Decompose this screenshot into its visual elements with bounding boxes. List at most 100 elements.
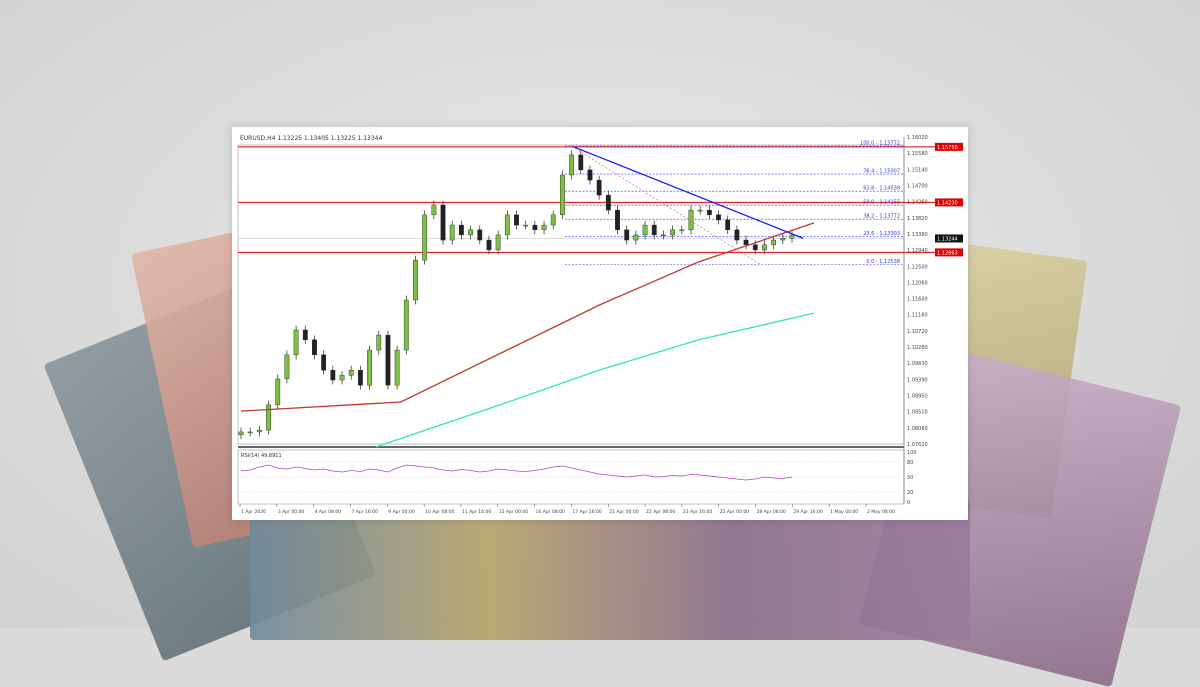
y-tick-label: 1.08510 (907, 410, 928, 416)
candle-body (266, 404, 271, 431)
y-tick-label: 1.16020 (907, 135, 928, 141)
candle-body (587, 169, 593, 181)
fib-diagonal (571, 145, 761, 265)
x-tick-label: 9 Apr 00:00 (388, 509, 415, 515)
x-tick-label: 2 May 08:00 (867, 509, 895, 515)
x-tick-label: 23 Apr 16:00 (683, 509, 712, 515)
y-tick-label: 1.11600 (907, 297, 928, 303)
price-label-bg (935, 198, 963, 207)
candle-body (661, 234, 666, 237)
rsi-tick-label: 80 (907, 460, 913, 466)
candle-body (670, 229, 676, 236)
x-tick-label: 25 Apr 00:00 (720, 509, 749, 515)
price-level-label: 1.12863 (937, 250, 958, 256)
banknote-fan-bottom (250, 500, 970, 640)
moving-average-line (375, 312, 815, 448)
candle-body (284, 354, 290, 380)
current-price-bg (935, 234, 963, 243)
candle-body (431, 204, 437, 216)
rsi-tick-label: 100 (907, 450, 917, 456)
candle-body (367, 349, 372, 386)
x-tick-label: 16 Apr 08:00 (536, 509, 565, 515)
price-label-bg (935, 248, 963, 257)
candle-body (293, 329, 299, 356)
y-tick-label: 1.13380 (907, 232, 928, 238)
candle-body (330, 369, 336, 381)
price-chart[interactable]: EURUSD,H4 1.13225 1.13405 1.13225 1.1334… (232, 127, 968, 520)
rsi-tick-label: 0 (907, 500, 910, 506)
candle-body (321, 354, 327, 371)
candle-body (578, 154, 584, 171)
fib-level-label: 38.2 - 1.13772 (863, 214, 900, 220)
x-tick-label: 11 Apr 16:00 (462, 509, 491, 515)
candle-body (422, 214, 428, 261)
candle-body (394, 349, 400, 386)
y-tick-label: 1.09390 (907, 377, 928, 383)
y-tick-label: 1.09830 (907, 361, 928, 367)
fib-level-label: 50.0 - 1.14155 (863, 200, 900, 206)
candle-body (743, 239, 749, 246)
candle-body (468, 229, 473, 236)
fib-level-label: 61.8 - 1.14538 (863, 186, 900, 192)
x-tick-label: 7 Apr 16:00 (351, 509, 378, 515)
moving-average-line (240, 222, 815, 412)
candle-body (403, 299, 409, 351)
candle-body (504, 214, 510, 236)
candle-body (514, 214, 519, 226)
candle-body (734, 229, 740, 241)
candle-body (780, 238, 786, 241)
candle-body (752, 244, 758, 251)
x-tick-label: 1 May 00:00 (830, 509, 858, 515)
candle-body (256, 429, 262, 433)
price-label-bg (935, 142, 963, 151)
candle-body (541, 224, 547, 231)
fib-level-label: 0.0 - 1.12538 (866, 259, 900, 265)
candle-body (532, 224, 538, 231)
candle-body (495, 234, 501, 251)
x-tick-label: 15 Apr 00:00 (499, 509, 528, 515)
candle-body (312, 339, 317, 356)
candle-body (523, 224, 529, 227)
candle-body (697, 209, 703, 212)
y-tick-label: 1.10720 (907, 329, 928, 335)
fib-level-label: 76.4 - 1.15007 (863, 169, 900, 175)
y-tick-label: 1.11160 (907, 313, 928, 319)
trendline (571, 145, 804, 239)
candle-body (357, 369, 363, 386)
x-tick-label: 21 Apr 00:00 (609, 509, 638, 515)
price-level-label: 1.15750 (937, 145, 958, 151)
x-tick-label: 10 Apr 08:00 (425, 509, 454, 515)
y-tick-label: 1.12060 (907, 280, 928, 286)
y-tick-label: 1.14700 (907, 183, 928, 189)
x-tick-label: 22 Apr 08:00 (646, 509, 675, 515)
candle-body (771, 239, 777, 246)
candle-body (624, 229, 630, 241)
candle-body (651, 224, 657, 236)
candle-body (789, 234, 795, 239)
candle-body (413, 259, 418, 301)
candle-body (725, 219, 731, 231)
candle-body (385, 334, 391, 386)
fib-level-label: 100.0 - 1.15772 (860, 141, 900, 147)
x-tick-label: 1 Apr 2026 (241, 509, 266, 515)
candle-body (247, 431, 253, 434)
chart-card: EURUSD,H4 1.13225 1.13405 1.13225 1.1334… (232, 127, 968, 520)
candle-body (376, 334, 382, 351)
rsi-tick-label: 20 (907, 490, 913, 496)
rsi-tick-label: 50 (907, 475, 913, 481)
candle-body (569, 154, 574, 176)
candle-body (302, 329, 308, 341)
candle-body (679, 229, 685, 232)
y-tick-label: 1.08950 (907, 394, 928, 400)
x-tick-label: 17 Apr 16:00 (572, 509, 601, 515)
x-tick-label: 3 Apr 00:00 (278, 509, 305, 515)
y-tick-label: 1.12500 (907, 264, 928, 270)
candle-body (440, 204, 446, 241)
candle-body (688, 209, 694, 231)
candle-body (550, 214, 556, 226)
candle-body (238, 431, 244, 436)
candle-body (449, 224, 455, 241)
main-plot-frame (237, 144, 905, 445)
candle-body (477, 229, 483, 241)
candle-body (348, 369, 354, 376)
